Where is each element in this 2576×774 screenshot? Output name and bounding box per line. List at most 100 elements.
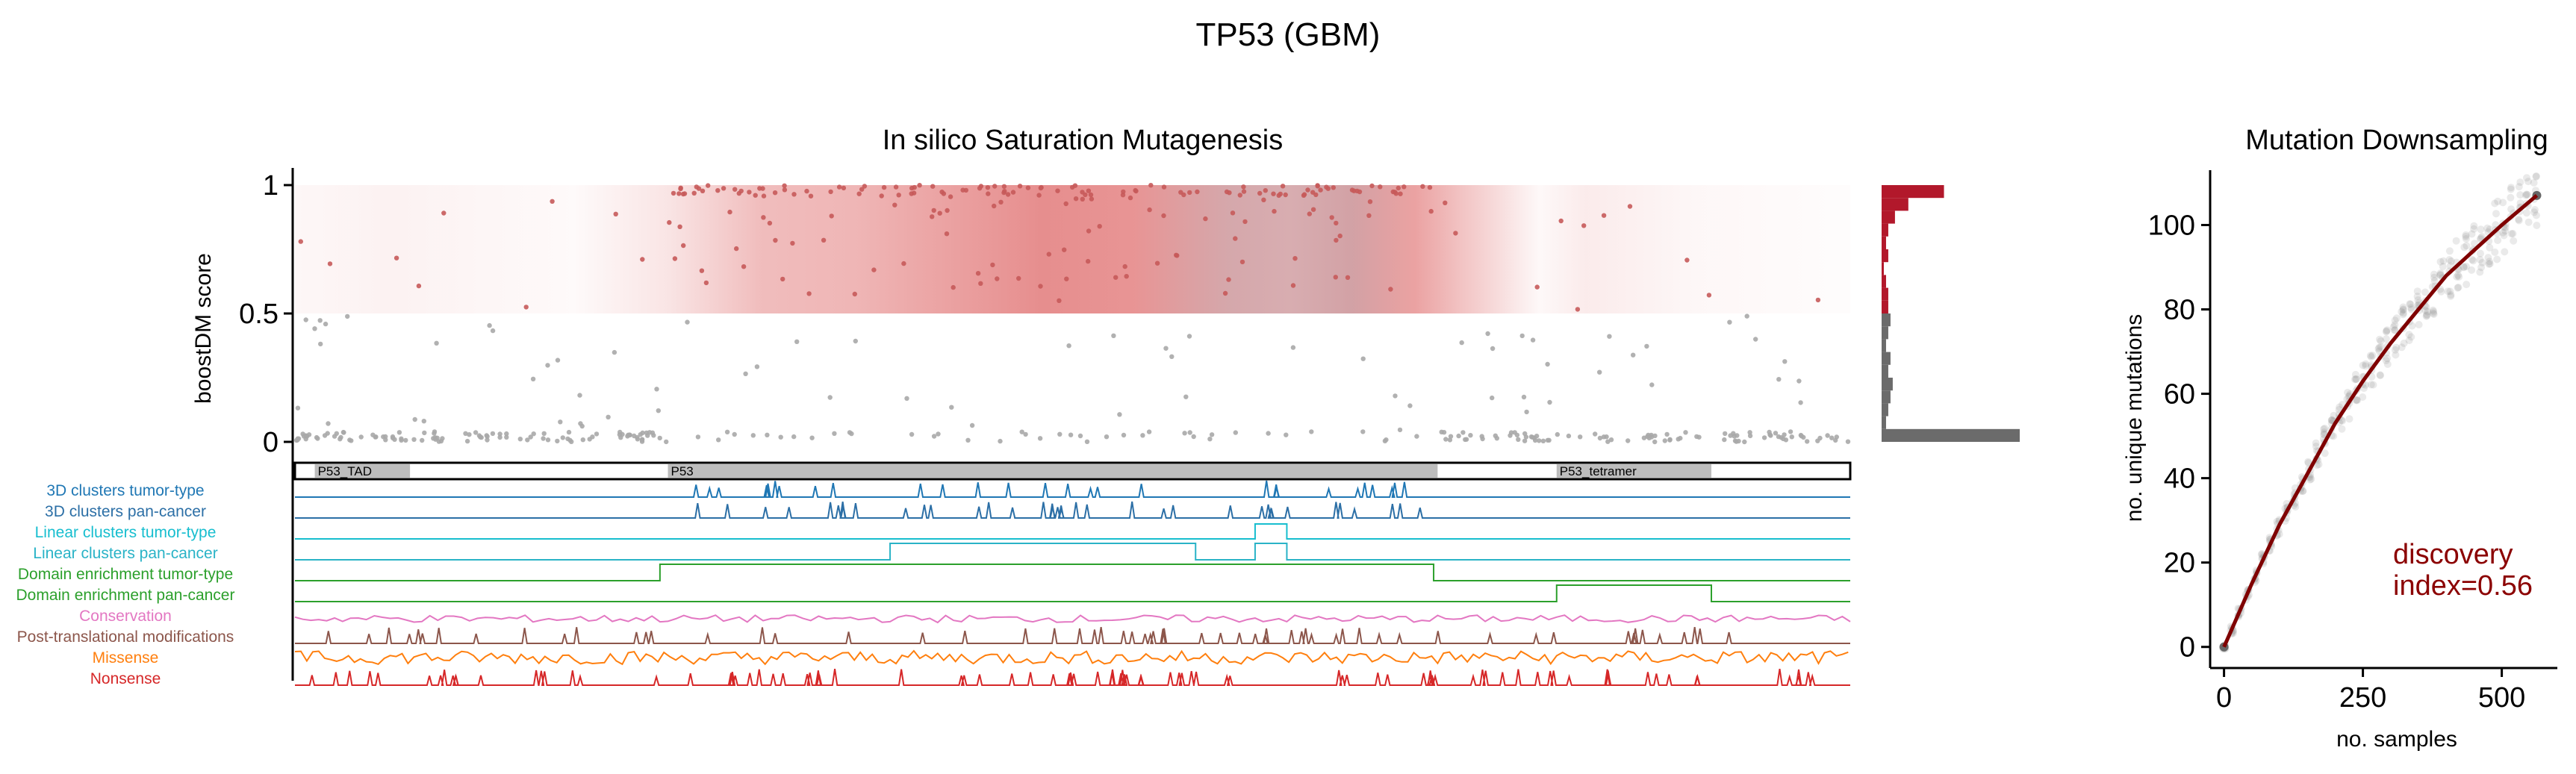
score-point	[1233, 430, 1239, 435]
score-point	[1187, 430, 1192, 435]
score-point	[566, 429, 572, 435]
downsampling-replicates	[2219, 172, 2542, 653]
x-tick-label: 500	[2478, 682, 2525, 714]
score-point	[936, 431, 941, 437]
score-point	[1607, 334, 1612, 339]
score-point	[944, 231, 950, 237]
replicate-point	[2468, 266, 2476, 274]
score-point	[1723, 431, 1728, 437]
histogram-bar	[1882, 416, 1886, 429]
histogram-bar	[1882, 326, 1888, 340]
score-point	[1271, 191, 1276, 196]
score-point	[808, 193, 814, 199]
score-point	[295, 437, 300, 443]
score-point	[986, 191, 991, 196]
score-point	[337, 437, 343, 442]
score-point	[390, 434, 396, 440]
score-point	[732, 431, 737, 437]
score-point	[1652, 433, 1658, 439]
replicate-point	[2454, 284, 2462, 292]
score-point	[617, 429, 623, 435]
score-point	[487, 322, 492, 328]
score-point	[794, 339, 800, 344]
score-point	[741, 264, 747, 269]
track-label: Post-translational modifications	[17, 628, 234, 646]
score-point	[1388, 287, 1393, 292]
score-point	[1038, 284, 1043, 289]
score-point	[1676, 437, 1681, 442]
score-point	[1257, 190, 1263, 196]
replicate-point	[2507, 193, 2515, 202]
replicate-point	[2407, 333, 2415, 341]
score-point	[1077, 433, 1083, 439]
histogram-bar	[1882, 378, 1893, 391]
score-histogram	[1882, 185, 2020, 442]
replicate-point	[2468, 255, 2476, 263]
score-point	[667, 219, 672, 225]
score-point	[931, 207, 936, 213]
score-point	[790, 240, 795, 246]
score-point	[545, 437, 551, 443]
track-label: 3D clusters tumor-type	[46, 482, 204, 499]
score-point	[1414, 434, 1419, 439]
replicate-point	[2501, 248, 2509, 256]
score-point	[1447, 437, 1453, 443]
score-point	[1664, 431, 1670, 437]
score-point	[1558, 218, 1564, 224]
domain-box	[668, 464, 1438, 478]
score-point	[853, 338, 859, 344]
score-point	[1122, 263, 1127, 269]
score-point	[1734, 439, 1739, 444]
replicate-point	[2493, 255, 2501, 263]
score-point	[1073, 196, 1079, 202]
score-point	[1521, 394, 1527, 400]
replicate-point	[2430, 277, 2439, 285]
score-point	[1005, 192, 1011, 197]
score-point	[1522, 438, 1528, 443]
score-point	[473, 430, 479, 435]
replicate-point	[2430, 270, 2438, 278]
score-point	[1776, 377, 1782, 382]
histogram-bar	[1882, 364, 1888, 378]
replicate-point	[2501, 227, 2510, 235]
score-point	[832, 431, 837, 436]
score-point	[1597, 369, 1602, 375]
replicate-point	[2312, 439, 2320, 447]
replicate-point	[2414, 296, 2422, 304]
replicate-point	[2351, 375, 2359, 384]
track-label: Linear clusters pan-cancer	[33, 545, 217, 562]
score-point	[951, 284, 956, 290]
y-tick-label: 0	[263, 427, 279, 458]
replicate-point	[2327, 416, 2336, 425]
score-point	[1230, 210, 1236, 216]
score-point	[893, 184, 899, 190]
score-point	[1360, 356, 1366, 361]
score-point	[1401, 184, 1407, 190]
discovery-index-label-line1: discovery	[2393, 539, 2513, 570]
replicate-point	[2476, 249, 2484, 258]
replicate-point	[2399, 303, 2407, 311]
score-point	[528, 434, 533, 440]
score-point	[531, 431, 536, 437]
replicate-point	[2463, 242, 2471, 250]
replicate-point	[2400, 339, 2408, 347]
score-point	[647, 430, 653, 435]
score-point	[806, 291, 812, 296]
score-point	[859, 187, 865, 192]
replicate-point	[2369, 381, 2377, 389]
replicate-point	[2391, 316, 2399, 325]
score-point	[497, 434, 503, 440]
track-line	[295, 543, 1850, 561]
replicate-point	[2477, 263, 2486, 272]
score-point	[1468, 433, 1473, 438]
score-point	[612, 349, 617, 355]
replicate-point	[2321, 449, 2329, 458]
score-point	[421, 419, 426, 424]
replicate-point	[2312, 443, 2320, 450]
replicate-point	[2522, 209, 2530, 217]
domain-track: P53_TAD P53 P53_tetramer	[293, 461, 1852, 481]
replicate-point	[2422, 312, 2430, 320]
replicate-point	[2362, 362, 2370, 370]
replicate-point	[2359, 361, 2367, 369]
track-line	[295, 669, 1850, 686]
